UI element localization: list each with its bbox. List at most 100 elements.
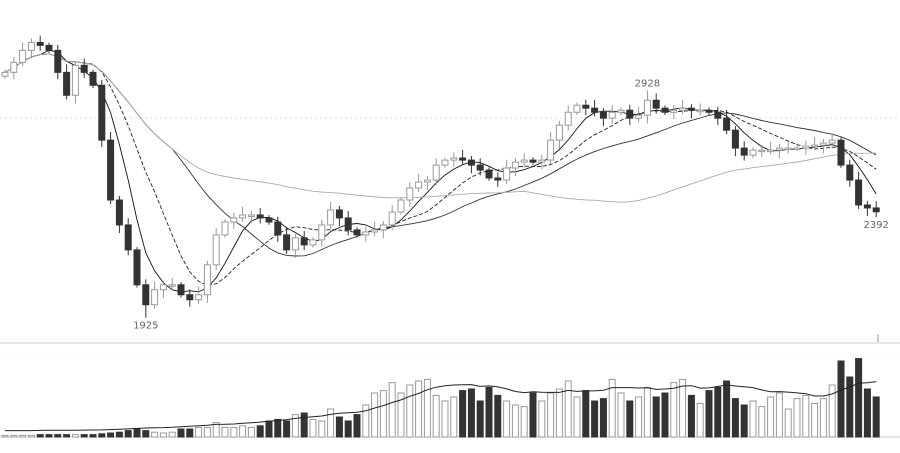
volume-bar: [793, 398, 801, 438]
candle-body: [784, 147, 792, 151]
candle-body: [652, 99, 660, 109]
volume-bar: [476, 400, 484, 438]
volume-bar: [36, 434, 44, 438]
volume-bar: [723, 380, 731, 438]
candle-body: [203, 264, 211, 296]
candle-body: [529, 159, 537, 163]
volume-bar: [573, 396, 581, 438]
volume-bar: [608, 378, 616, 438]
volume-bar: [274, 418, 282, 438]
volume-bar: [177, 428, 185, 438]
candle-body: [758, 149, 766, 153]
volume-bar: [872, 396, 880, 438]
candle-body: [555, 124, 563, 141]
volume-bar: [591, 400, 599, 438]
volume-bar: [652, 396, 660, 438]
candle-body: [467, 159, 475, 166]
candle-body: [71, 64, 79, 96]
candle-body: [511, 161, 519, 169]
candle-body: [239, 214, 247, 219]
volume-bar: [635, 396, 643, 438]
volume-bar: [775, 392, 783, 438]
candle-body: [731, 129, 739, 149]
volume-bar: [388, 382, 396, 438]
volume-bar: [212, 422, 220, 438]
candle-body: [159, 284, 167, 291]
volume-bar: [731, 398, 739, 438]
volume-bar: [151, 431, 159, 438]
volume-bar: [415, 380, 423, 438]
candle-body: [274, 221, 282, 236]
candle-body: [503, 167, 511, 181]
candle-body: [177, 284, 185, 296]
ma60-line: [4, 53, 877, 203]
volume-bar: [221, 426, 229, 438]
volume-bar: [45, 434, 53, 438]
candle-body: [1, 71, 9, 77]
candle-body: [230, 217, 238, 223]
volume-bar: [503, 400, 511, 438]
candle-body: [617, 109, 625, 113]
candle-body: [186, 294, 194, 301]
volume-bar: [159, 432, 167, 438]
candle-body: [485, 169, 493, 179]
volume-bar: [291, 414, 299, 438]
candle-body: [318, 224, 326, 241]
volume-bar: [1, 434, 9, 438]
volume-bar: [855, 358, 863, 438]
volume-bar: [71, 434, 79, 438]
volume-bar: [230, 426, 238, 438]
volume-bar: [195, 426, 203, 438]
candle-body: [749, 149, 757, 156]
candle-body: [494, 177, 502, 181]
volume-bar: [626, 400, 634, 438]
volume-bar: [168, 431, 176, 438]
candle-body: [846, 164, 854, 181]
candle-body: [591, 107, 599, 113]
volume-ma-line: [5, 381, 877, 432]
candle-body: [195, 294, 203, 301]
moving-averages: [4, 49, 877, 293]
volume-bar: [54, 434, 62, 438]
volume-bar: [335, 416, 343, 438]
ma10-line: [4, 53, 877, 286]
candle-body: [36, 41, 44, 46]
candle-body: [212, 234, 220, 266]
volume-bar: [811, 402, 819, 438]
candle-body: [168, 284, 176, 287]
volume-bar: [89, 434, 97, 438]
ma5-line: [4, 49, 877, 293]
candle-body: [705, 109, 713, 113]
candle-body: [538, 159, 546, 163]
candle-body: [265, 217, 273, 223]
candle-body: [327, 209, 335, 226]
volume-bar: [555, 388, 563, 438]
volume-bar: [318, 420, 326, 438]
candle-body: [10, 61, 18, 73]
volume-bar: [353, 414, 361, 438]
candle-body: [423, 179, 431, 183]
volume-bar: [344, 420, 352, 438]
candle-body: [221, 221, 229, 236]
volume-bar: [124, 430, 132, 438]
candle-body: [476, 164, 484, 171]
volume-bar: [63, 434, 71, 438]
volume-bar: [19, 434, 27, 438]
candle-body: [291, 237, 299, 251]
candle-body: [89, 71, 97, 86]
candle-body: [283, 234, 291, 251]
candle-body: [811, 144, 819, 148]
volume-bar: [538, 400, 546, 438]
volume-bar: [371, 392, 379, 438]
volume-bar: [450, 396, 458, 438]
candle-body: [45, 44, 53, 51]
candle-body: [80, 64, 88, 73]
candle-body: [582, 104, 590, 109]
volume-bar: [529, 392, 537, 438]
volume-bar: [802, 394, 810, 438]
candle-body: [793, 147, 801, 151]
last-price-label: 2392: [863, 220, 888, 231]
volume-bar: [10, 434, 18, 438]
volume-bar: [714, 386, 722, 438]
volume-bar: [485, 386, 493, 438]
